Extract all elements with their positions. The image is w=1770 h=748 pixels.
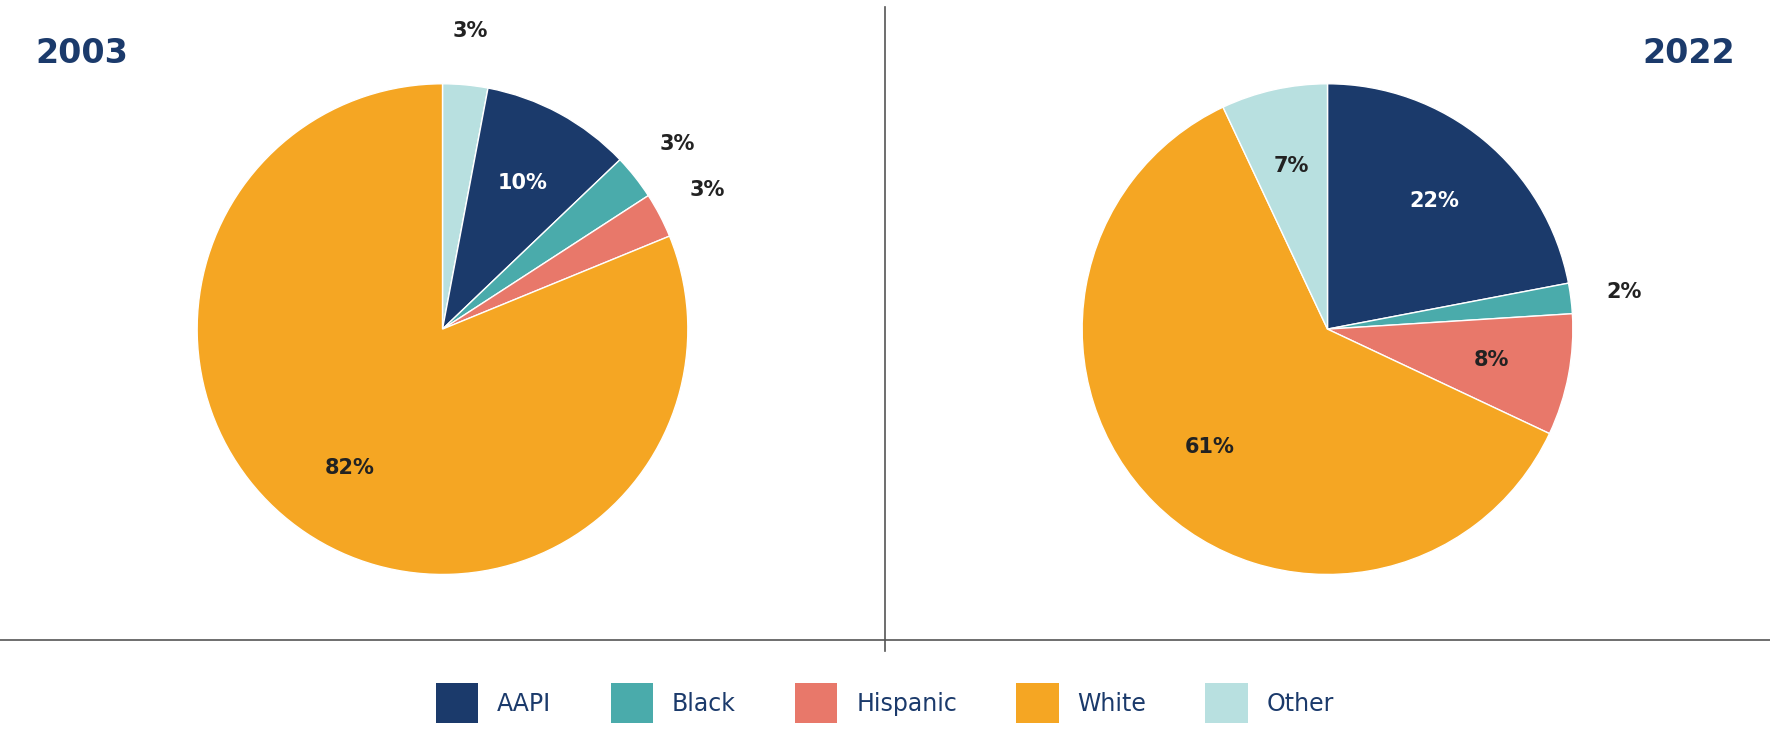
Legend: AAPI, Black, Hispanic, White, Other: AAPI, Black, Hispanic, White, Other	[427, 674, 1343, 732]
Text: 3%: 3%	[453, 21, 489, 41]
Text: 82%: 82%	[324, 458, 375, 478]
Wedge shape	[1081, 107, 1549, 574]
Text: 2003: 2003	[35, 37, 127, 70]
Text: 2022: 2022	[1643, 37, 1735, 70]
Wedge shape	[1328, 84, 1568, 329]
Wedge shape	[442, 88, 620, 329]
Wedge shape	[1328, 313, 1574, 434]
Wedge shape	[442, 84, 489, 329]
Wedge shape	[442, 196, 669, 329]
Text: 7%: 7%	[1273, 156, 1308, 177]
Text: 3%: 3%	[690, 180, 726, 200]
Text: 3%: 3%	[660, 134, 696, 153]
Text: 8%: 8%	[1474, 350, 1510, 370]
Wedge shape	[442, 160, 648, 329]
Text: 2%: 2%	[1607, 281, 1643, 301]
Wedge shape	[196, 84, 689, 574]
Wedge shape	[1223, 84, 1328, 329]
Wedge shape	[1328, 283, 1572, 329]
Text: 10%: 10%	[497, 173, 547, 192]
Text: 61%: 61%	[1184, 437, 1234, 457]
Text: 22%: 22%	[1409, 191, 1458, 211]
